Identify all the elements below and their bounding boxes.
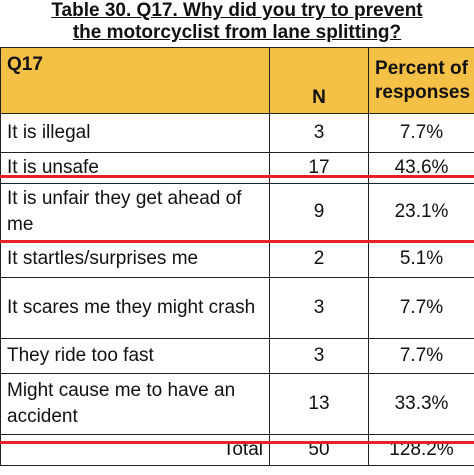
table-row: It is illegal 3 7.7% bbox=[0, 113, 474, 153]
table-row: It startles/surprises me 2 5.1% bbox=[0, 240, 474, 278]
row-percent: 33.3% bbox=[368, 373, 474, 435]
row-n: 3 bbox=[269, 113, 369, 153]
row-label: It scares me they might crash bbox=[0, 277, 270, 339]
row-label: It startles/surprises me bbox=[0, 240, 270, 278]
header-n: N bbox=[269, 47, 369, 114]
responses-table: Q17 N Percent of responses It is illegal… bbox=[0, 47, 474, 466]
row-label: It is illegal bbox=[0, 113, 270, 153]
table-row: It scares me they might crash 3 7.7% bbox=[0, 277, 474, 339]
row-label: They ride too fast bbox=[0, 338, 270, 374]
row-percent: 23.1% bbox=[368, 183, 474, 241]
row-n: 13 bbox=[269, 373, 369, 435]
row-n: 9 bbox=[269, 183, 369, 241]
row-label: Might cause me to have an accident bbox=[0, 373, 270, 435]
row-n: 3 bbox=[269, 277, 369, 339]
table-row: It is unsafe 17 43.6% bbox=[0, 152, 474, 184]
highlight-line-bottom bbox=[0, 441, 474, 444]
table-row: They ride too fast 3 7.7% bbox=[0, 338, 474, 374]
total-row: Total 50 128.2% bbox=[0, 434, 474, 466]
row-percent: 43.6% bbox=[368, 152, 474, 184]
row-label: It is unsafe bbox=[0, 152, 270, 184]
table-title-line-2: the motorcyclist from lane splitting? bbox=[72, 22, 402, 43]
total-n: 50 bbox=[269, 434, 369, 466]
row-percent: 7.7% bbox=[368, 277, 474, 339]
row-label: It is unfair they get ahead of me bbox=[0, 183, 270, 241]
header-question: Q17 bbox=[0, 47, 270, 114]
row-percent: 7.7% bbox=[368, 113, 474, 153]
row-n: 17 bbox=[269, 152, 369, 184]
table-title-line-1: Table 30. Q17. Why did you try to preven… bbox=[51, 0, 423, 21]
highlight-line-top bbox=[0, 175, 474, 178]
header-row: Q17 N Percent of responses bbox=[0, 47, 474, 114]
row-n: 2 bbox=[269, 240, 369, 278]
highlight-line-middle bbox=[0, 240, 474, 243]
row-percent: 5.1% bbox=[368, 240, 474, 278]
row-percent: 7.7% bbox=[368, 338, 474, 374]
table-row: It is unfair they get ahead of me 9 23.1… bbox=[0, 183, 474, 241]
total-percent: 128.2% bbox=[368, 434, 474, 466]
row-n: 3 bbox=[269, 338, 369, 374]
table-row: Might cause me to have an accident 13 33… bbox=[0, 373, 474, 435]
header-percent: Percent of responses bbox=[368, 47, 474, 114]
total-label: Total bbox=[0, 434, 270, 466]
